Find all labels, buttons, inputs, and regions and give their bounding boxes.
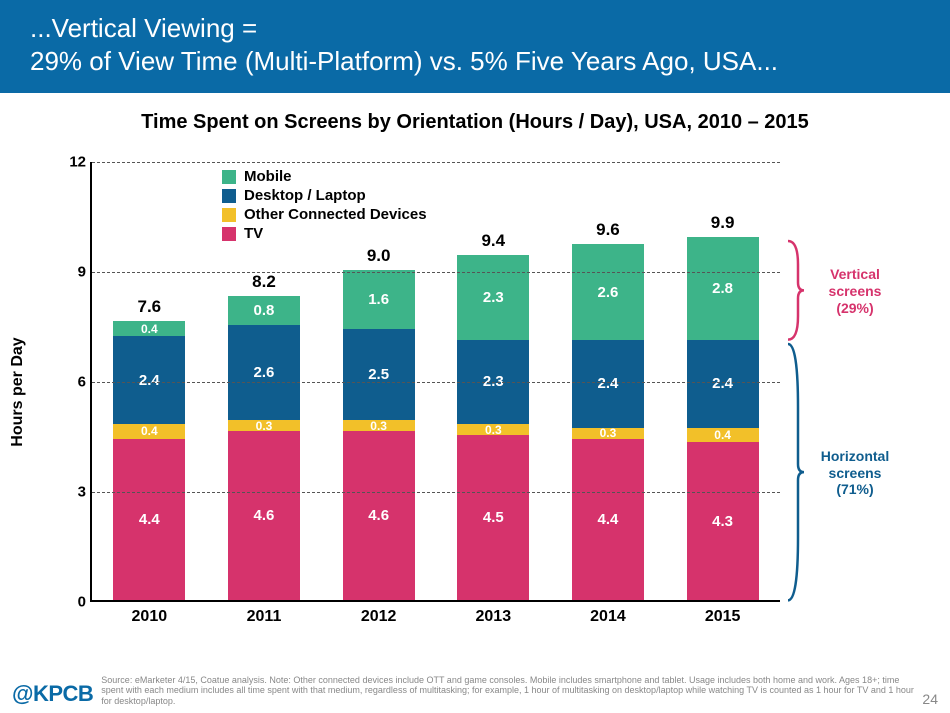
bar-column: 9.62.62.40.34.42014 [572,220,644,600]
horizontal-annotation: Horizontal screens (71%) [810,448,900,498]
x-tick: 2012 [361,608,397,626]
bar-segment-tv: 4.4 [572,439,644,600]
chart-title: Time Spent on Screens by Orientation (Ho… [0,111,950,134]
horizontal-brace [786,342,806,602]
x-tick: 2014 [590,608,626,626]
bar-segment-tv: 4.4 [113,439,185,600]
legend: Mobile Desktop / Laptop Other Connected De… [222,168,427,244]
y-axis-label: Hours per Day [9,337,27,446]
bar-segment-mobile: 2.3 [457,255,529,339]
gridline [92,162,780,163]
bar-segment-tv: 4.5 [457,435,529,600]
y-tick: 6 [62,374,86,391]
plot-region: Mobile Desktop / Laptop Other Connected De… [90,162,780,602]
gridline [92,492,780,493]
bar-column: 8.20.82.60.34.62011 [228,272,300,600]
legend-label: Mobile [244,168,292,185]
bar-column: 9.42.32.30.34.52013 [457,231,529,600]
bar-segment-mobile: 1.6 [343,270,415,329]
footer: @KPCB Source: eMarketer 4/15, Coatue ana… [12,675,938,707]
legend-swatch [222,189,236,203]
slide-header: ...Vertical Viewing = 29% of View Time (… [0,0,950,93]
bar-total-label: 9.9 [711,213,735,233]
x-tick: 2010 [132,608,168,626]
bar-segment-mobile: 0.8 [228,296,300,325]
legend-item: Other Connected Devices [222,206,427,223]
header-line1: ...Vertical Viewing = [30,12,930,45]
x-tick: 2015 [705,608,741,626]
gridline [92,382,780,383]
legend-label: Other Connected Devices [244,206,427,223]
bars-container: 7.60.42.40.44.420108.20.82.60.34.620119.… [92,162,780,600]
bar-segment-desktop: 2.4 [572,340,644,428]
bar-segment-desktop: 2.4 [113,336,185,424]
bar-segment-tv: 4.3 [687,442,759,600]
bar-segment-mobile: 2.6 [572,244,644,339]
bar-segment-desktop: 2.4 [687,340,759,428]
bar-segment-desktop: 2.6 [228,325,300,420]
bar-segment-other: 0.3 [343,420,415,431]
bar-segment-mobile: 0.4 [113,321,185,336]
bar-segment-other: 0.3 [457,424,529,435]
x-tick: 2011 [247,608,282,626]
bar-segment-desktop: 2.5 [343,329,415,421]
gridline [92,272,780,273]
header-line2: 29% of View Time (Multi-Platform) vs. 5%… [30,45,930,78]
brand-logo: @KPCB [12,681,93,707]
legend-label: Desktop / Laptop [244,187,366,204]
y-tick: 12 [62,154,86,171]
chart-area: Hours per Day Mobile Desktop / Laptop Othe… [0,142,950,642]
x-tick: 2013 [476,608,512,626]
legend-item: Mobile [222,168,427,185]
legend-swatch [222,227,236,241]
y-tick: 3 [62,484,86,501]
bar-total-label: 9.0 [367,246,391,266]
legend-item: TV [222,225,427,242]
legend-item: Desktop / Laptop [222,187,427,204]
y-tick: 9 [62,264,86,281]
bar-segment-tv: 4.6 [343,431,415,600]
bar-segment-mobile: 2.8 [687,237,759,340]
bar-segment-other: 0.3 [572,428,644,439]
bar-total-label: 9.4 [481,231,505,251]
bar-segment-other: 0.3 [228,420,300,431]
y-tick: 0 [62,594,86,611]
bar-segment-tv: 4.6 [228,431,300,600]
bar-segment-other: 0.4 [687,428,759,443]
bar-total-label: 7.6 [138,297,162,317]
legend-label: TV [244,225,263,242]
bar-column: 7.60.42.40.44.42010 [113,297,185,600]
source-text: Source: eMarketer 4/15, Coatue analysis.… [101,675,914,707]
legend-swatch [222,170,236,184]
legend-swatch [222,208,236,222]
bar-total-label: 9.6 [596,220,620,240]
vertical-brace [786,239,806,342]
vertical-annotation: Vertical screens (29%) [810,266,900,316]
bar-column: 9.01.62.50.34.62012 [343,246,415,600]
page-number: 24 [922,691,938,707]
bar-total-label: 8.2 [252,272,276,292]
bar-segment-other: 0.4 [113,424,185,439]
